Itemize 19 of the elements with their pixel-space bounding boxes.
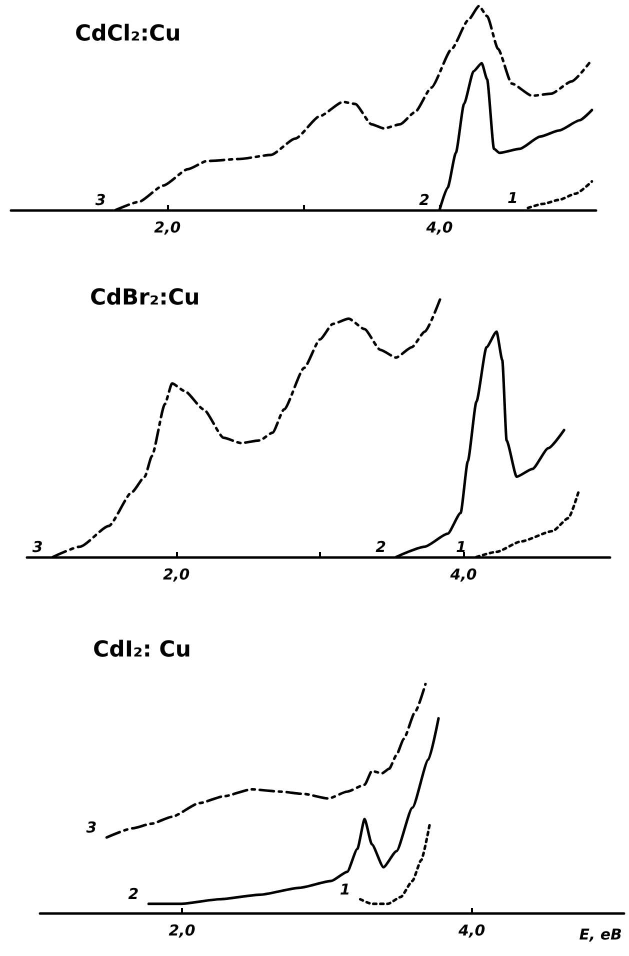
series-label: 3 bbox=[32, 538, 43, 556]
chart-title: CdI₂: Cu bbox=[93, 638, 191, 662]
x-tick-label: 2,0 bbox=[154, 218, 181, 236]
x-tick-label: 2,0 bbox=[168, 922, 196, 940]
x-tick-label: 4,0 bbox=[425, 218, 453, 236]
x-tick-label: 2,0 bbox=[163, 566, 190, 584]
series-label: 2 bbox=[376, 538, 386, 556]
x-axis-title: E, еВ bbox=[579, 926, 622, 944]
series-label: 1 bbox=[508, 188, 518, 207]
text: CdCl₂:Cu bbox=[75, 22, 181, 46]
chart-title: CdBr₂:Cu bbox=[90, 286, 200, 310]
series-label: 3 bbox=[95, 191, 106, 209]
series-label: 1 bbox=[340, 880, 350, 898]
series-label: 2 bbox=[128, 884, 139, 903]
x-tick-label: 4,0 bbox=[449, 566, 477, 584]
series-label: 2 bbox=[419, 191, 430, 209]
series-label: 1 bbox=[456, 538, 466, 556]
series-label: 3 bbox=[86, 818, 97, 836]
x-tick-label: 4,0 bbox=[458, 922, 486, 940]
